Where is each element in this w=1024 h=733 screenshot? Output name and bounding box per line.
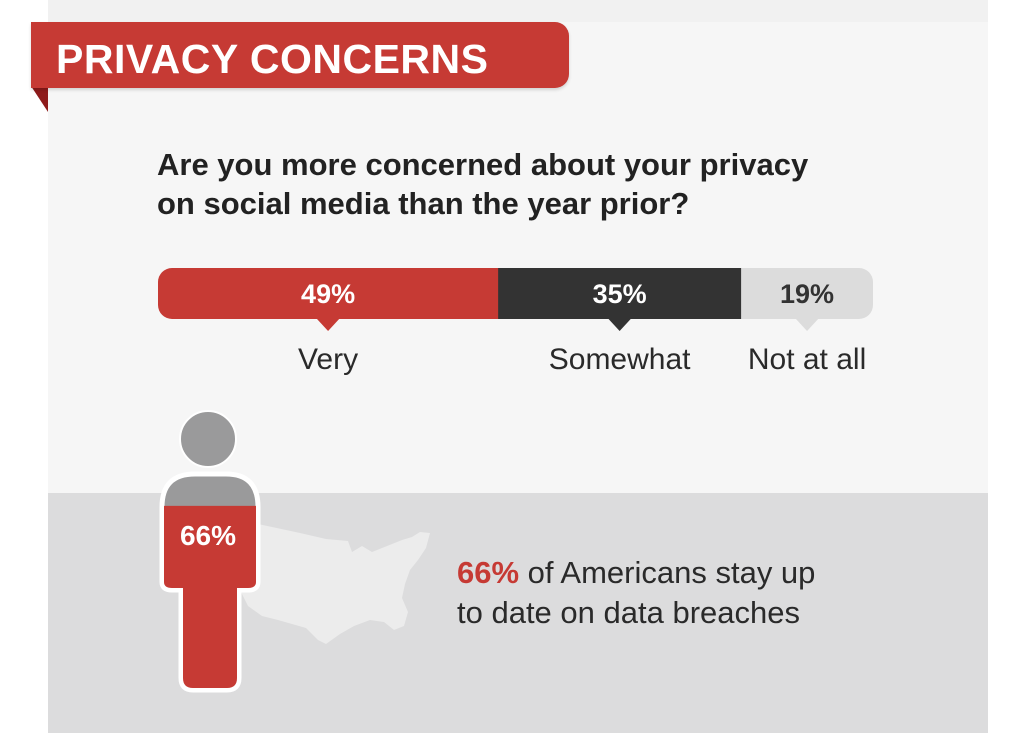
bar-pointer-somewhat: [607, 318, 632, 331]
person-icon: 66%: [159, 410, 261, 693]
title-banner: [31, 22, 569, 88]
survey-question: Are you more concerned about your privac…: [157, 145, 917, 223]
bar-segment-not-at-all: [741, 268, 873, 319]
person-head: [179, 410, 237, 468]
bar-pointer-very: [316, 318, 341, 331]
category-label-not-at-all: Not at all: [748, 343, 866, 376]
page-title: PRIVACY CONCERNS: [56, 36, 489, 82]
stat-statement: 66% of Americans stay up to date on data…: [457, 553, 937, 633]
bar-segment-somewhat: [498, 268, 742, 319]
bar-pointers: [316, 318, 820, 331]
value-label-not-at-all: 19%: [780, 279, 834, 309]
stat-line-2: to date on data breaches: [457, 595, 800, 630]
banner-fold: [31, 86, 48, 112]
question-line-2: on social media than the year prior?: [157, 186, 690, 221]
value-label-very: 49%: [301, 279, 355, 309]
usa-map-icon: [240, 520, 430, 644]
bar-segment-very: [158, 268, 499, 319]
stat-highlight: 66%: [457, 555, 520, 590]
bar-value-labels: 49% 35% 19%: [301, 279, 834, 309]
top-strip: [48, 0, 988, 22]
category-labels: Very Somewhat Not at all: [298, 343, 866, 376]
bar-pointer-not-at-all: [795, 318, 820, 331]
question-line-1: Are you more concerned about your privac…: [157, 147, 809, 182]
stacked-bar: [158, 268, 873, 319]
category-label-very: Very: [298, 343, 358, 376]
stat-line-1: 66% of Americans stay up: [457, 553, 937, 593]
stat-line-1-rest: of Americans stay up: [519, 555, 816, 590]
category-label-somewhat: Somewhat: [549, 343, 691, 376]
value-label-somewhat: 35%: [593, 279, 647, 309]
figure-percent-label: 66%: [180, 520, 236, 551]
